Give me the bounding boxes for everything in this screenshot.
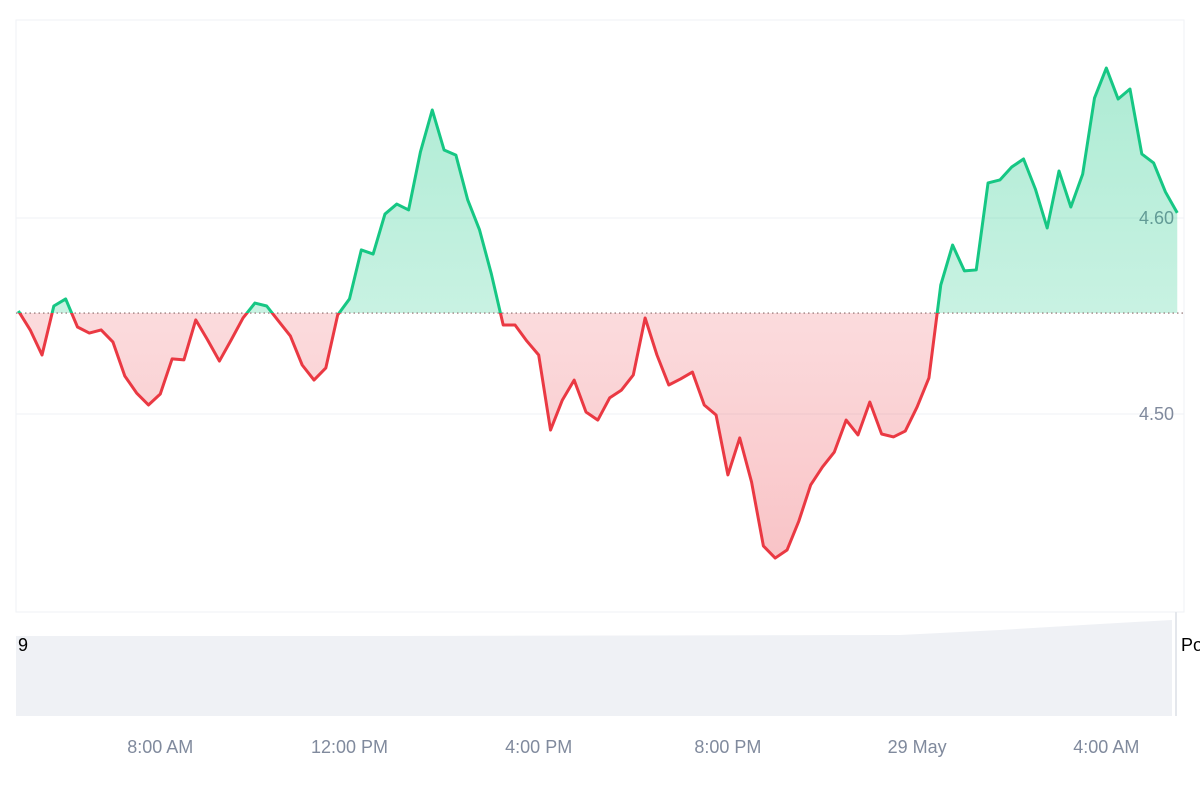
area-down — [18, 313, 1178, 559]
x-tick-label: 12:00 PM — [311, 737, 388, 757]
plot-frame — [15, 19, 1185, 613]
price-line-down — [17, 313, 939, 560]
x-tick-label: 4:00 PM — [505, 737, 572, 757]
x-tick-label: 8:00 AM — [127, 737, 193, 757]
edge-label: 9 — [18, 635, 28, 655]
edge-label: Po — [1181, 635, 1200, 655]
x-tick-label: 4:00 AM — [1073, 737, 1139, 757]
x-tick-label: 8:00 PM — [694, 737, 761, 757]
price-line-up — [17, 66, 1179, 314]
volume-area — [16, 620, 1172, 716]
area-up — [18, 68, 1178, 314]
x-tick-label: 29 May — [888, 737, 947, 757]
y-tick-label: 4.50 — [1139, 404, 1174, 424]
